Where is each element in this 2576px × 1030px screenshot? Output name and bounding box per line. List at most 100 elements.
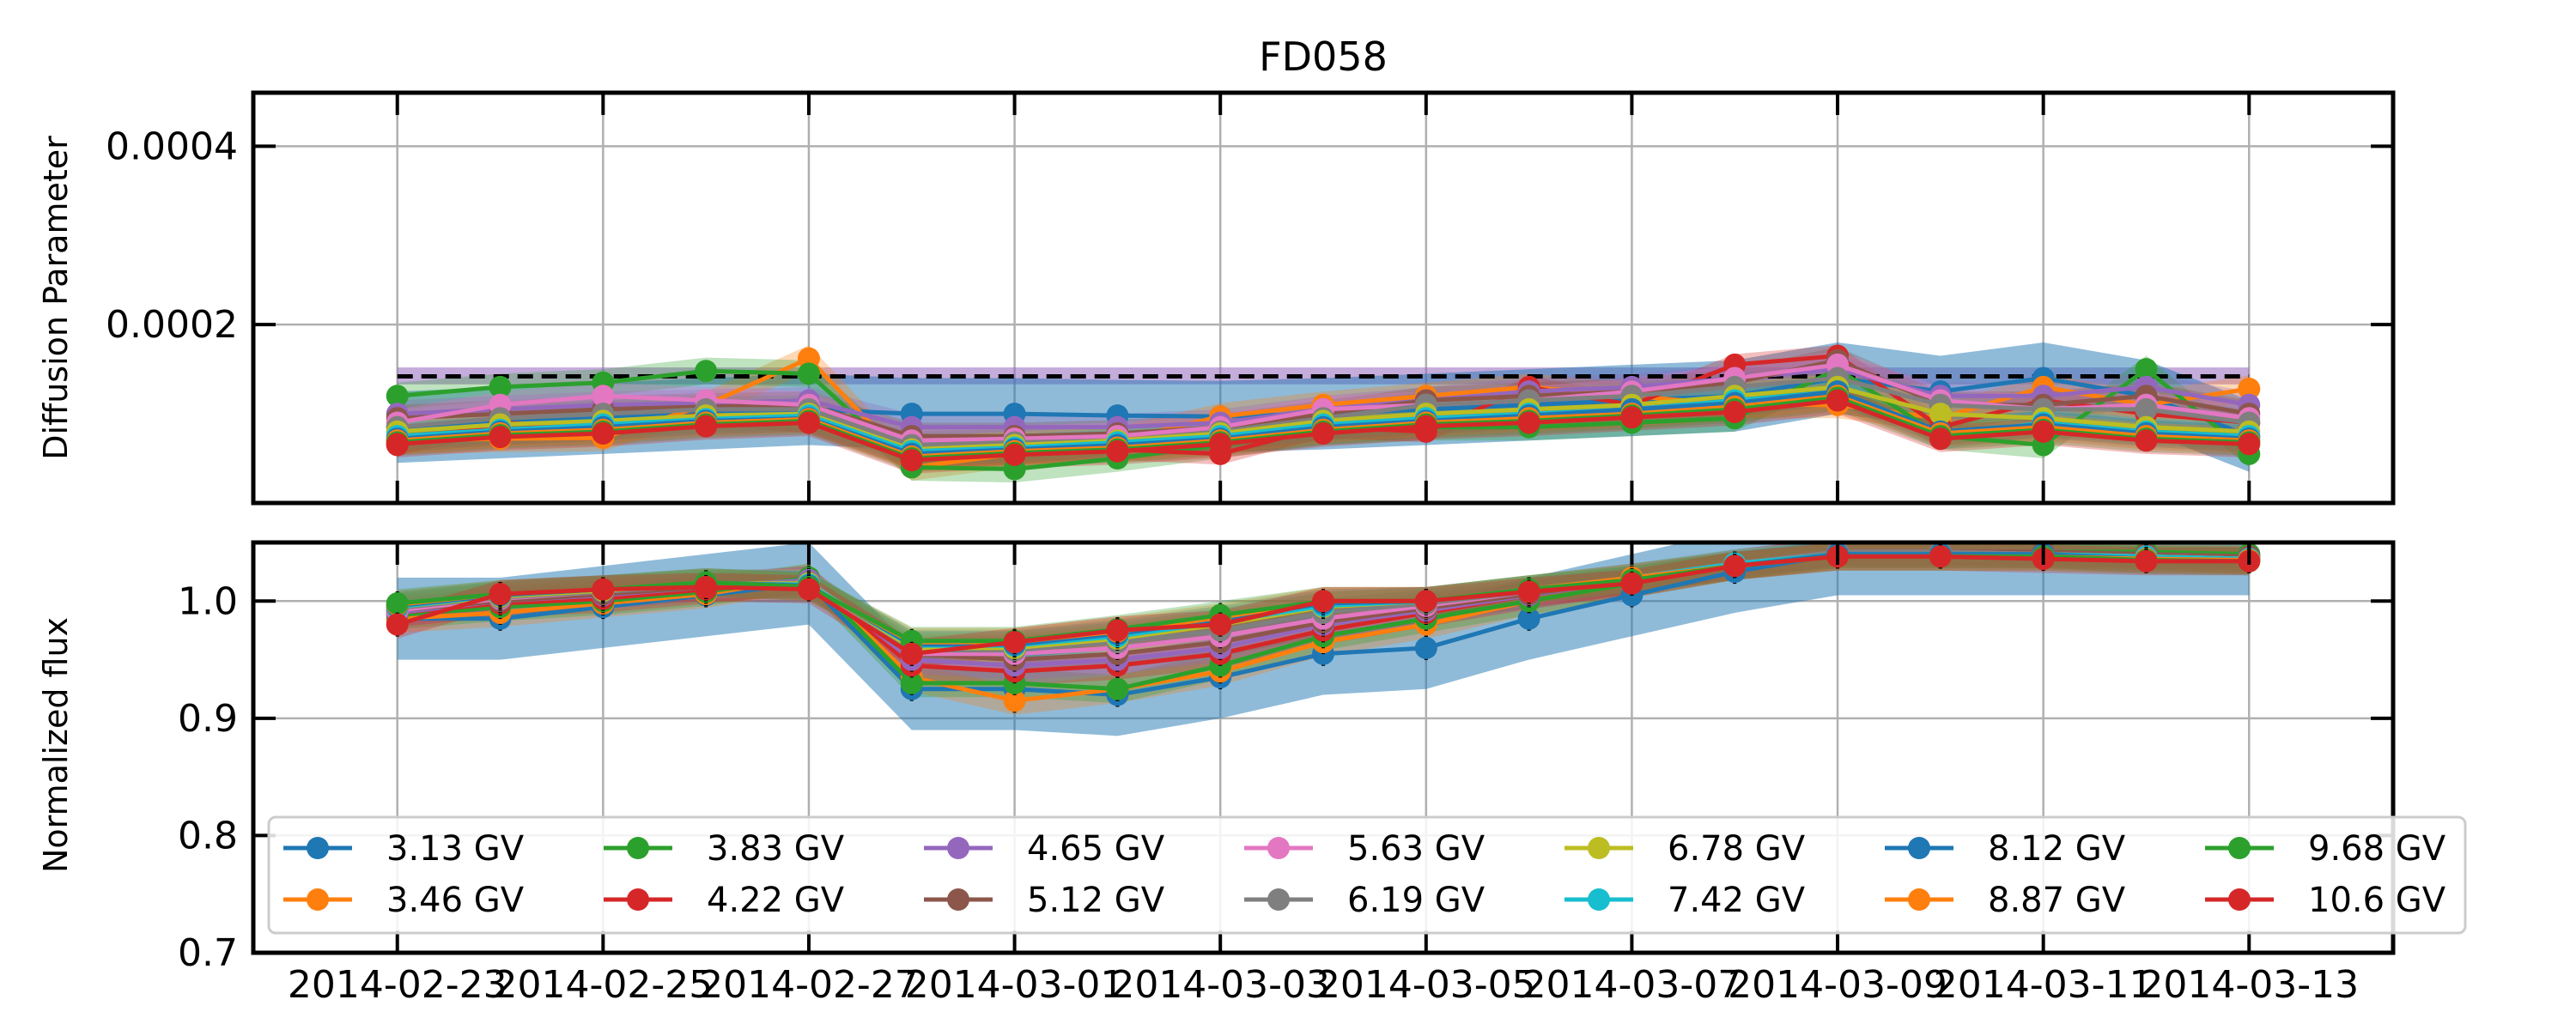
diffusion-point-10-6-GV-9 xyxy=(1312,421,1334,445)
chart-title: FD058 xyxy=(1259,33,1388,80)
x-tick-label-0: 2014-02-23 xyxy=(288,963,507,1007)
legend-label-6-78-GV: 6.78 GV xyxy=(1668,829,1806,869)
legend-marker-9-68-GV xyxy=(2228,837,2251,859)
flux-frame xyxy=(251,540,2396,955)
x-tick-label-9: 2014-03-13 xyxy=(2139,963,2359,1007)
legend-marker-4-22-GV xyxy=(627,888,649,911)
flux-y-tick-label-2: 0.9 xyxy=(178,697,238,741)
flux-point-10-6-GV-4 xyxy=(797,578,820,601)
x-tick-label-3: 2014-03-01 xyxy=(905,963,1125,1007)
flux-point-3-46-GV-6 xyxy=(1003,689,1026,712)
diffusion-frame xyxy=(251,90,2396,506)
x-tick-label-8: 2014-03-11 xyxy=(1934,963,2154,1007)
diffusion-point-10-6-GV-2 xyxy=(592,421,615,445)
flux-point-3-13-GV-11 xyxy=(1517,607,1540,630)
flux-point-10-6-GV-10 xyxy=(1414,590,1437,613)
legend-label-8-12-GV: 8.12 GV xyxy=(1988,829,2126,869)
diffusion-point-10-6-GV-16 xyxy=(2032,420,2055,443)
diffusion-point-3-46-GV-18 xyxy=(2238,377,2261,400)
legend-label-4-22-GV: 4.22 GV xyxy=(707,881,845,920)
diffusion-point-10-6-GV-13 xyxy=(1723,401,1747,424)
x-tick-label-7: 2014-03-09 xyxy=(1728,963,1947,1007)
diffusion-point-3-83-GV-0 xyxy=(386,385,409,408)
legend-marker-6-19-GV xyxy=(1267,888,1290,911)
legend-marker-8-87-GV xyxy=(1908,888,1930,911)
flux-point-10-6-GV-11 xyxy=(1517,580,1540,603)
legend-marker-3-46-GV xyxy=(307,888,329,911)
diffusion-point-10-6-GV-18 xyxy=(2238,433,2261,456)
legend-marker-5-12-GV xyxy=(947,888,969,911)
flux-point-10-6-GV-12 xyxy=(1620,572,1643,595)
legend-label-6-19-GV: 6.19 GV xyxy=(1347,881,1485,920)
diffusion-point-5-63-GV-2 xyxy=(592,385,615,408)
diffusion-point-10-6-GV-12 xyxy=(1620,406,1643,429)
diffusion-point-10-6-GV-17 xyxy=(2135,429,2158,452)
x-tick-label-2: 2014-02-27 xyxy=(699,963,919,1007)
legend-marker-3-13-GV xyxy=(307,837,329,859)
flux-point-3-13-GV-10 xyxy=(1414,636,1437,659)
legend: 3.13 GV 3.46 GV 3.83 GV 4.22 GV 4.65 GV 5.12 … xyxy=(267,815,2467,935)
diffusion-point-10-6-GV-4 xyxy=(797,411,820,434)
diffusion-point-3-83-GV-4 xyxy=(797,362,820,385)
legend-marker-10-6-GV xyxy=(2228,888,2251,911)
flux-point-10-6-GV-3 xyxy=(695,575,718,598)
x-tick-label-4: 2014-03-03 xyxy=(1110,963,1330,1007)
flux-point-10-6-GV-6 xyxy=(1003,631,1026,654)
diffusion-point-3-83-GV-17 xyxy=(2135,358,2158,381)
x-tick-label-1: 2014-02-25 xyxy=(493,963,713,1007)
flux-panel: 2014-02-232014-02-252014-02-272014-03-01… xyxy=(178,540,2396,1007)
legend-label-3-13-GV: 3.13 GV xyxy=(386,829,525,869)
legend-label-7-42-GV: 7.42 GV xyxy=(1668,881,1806,920)
legend-marker-6-78-GV xyxy=(1588,837,1610,859)
diffusion-point-10-6-GV-14 xyxy=(1826,389,1850,412)
flux-y-axis-label: Normalized flux xyxy=(37,617,75,873)
flux-point-10-6-GV-7 xyxy=(1106,619,1129,642)
flux-point-10-6-GV-9 xyxy=(1312,590,1334,613)
legend-label-3-46-GV: 3.46 GV xyxy=(386,881,525,920)
diffusion-point-10-6-GV-11 xyxy=(1517,411,1540,434)
flux-point-10-6-GV-5 xyxy=(900,642,923,665)
legend-label-5-12-GV: 5.12 GV xyxy=(1027,881,1165,920)
flux-point-9-68-GV-0 xyxy=(386,592,409,615)
diffusion-point-6-19-GV-17 xyxy=(2135,397,2158,421)
flux-point-3-83-GV-5 xyxy=(900,671,923,694)
legend-marker-3-83-GV xyxy=(627,837,649,859)
flux-point-10-6-GV-15 xyxy=(1929,545,1952,568)
flux-point-10-6-GV-0 xyxy=(386,613,409,636)
diffusion-point-10-6-GV-15 xyxy=(1929,427,1952,451)
legend-label-8-87-GV: 8.87 GV xyxy=(1988,881,2126,920)
legend-marker-5-63-GV xyxy=(1267,837,1290,859)
diffusion-point-10-6-GV-5 xyxy=(900,449,923,472)
diffusion-point-3-83-GV-1 xyxy=(489,375,512,398)
diffusion-panel: 0.0002 0.0004 xyxy=(106,90,2396,506)
legend-marker-4-65-GV xyxy=(947,837,969,859)
diffusion-point-10-6-GV-6 xyxy=(1003,443,1026,466)
diffusion-point-10-6-GV-7 xyxy=(1106,439,1129,463)
flux-y-tick-label-3: 1.0 xyxy=(178,579,238,623)
diffusion-y-tick-label-0: 0.0002 xyxy=(106,303,238,347)
legend-label-4-65-GV: 4.65 GV xyxy=(1027,829,1165,869)
legend-marker-7-42-GV xyxy=(1588,888,1610,911)
legend-label-9-68-GV: 9.68 GV xyxy=(2308,829,2446,869)
flux-point-10-6-GV-17 xyxy=(2135,549,2158,573)
legend-label-3-83-GV: 3.83 GV xyxy=(707,829,845,869)
flux-y-tick-label-1: 0.8 xyxy=(178,814,238,857)
diffusion-point-10-6-GV-0 xyxy=(386,433,409,456)
diffusion-point-10-6-GV-10 xyxy=(1414,415,1437,438)
legend-marker-8-12-GV xyxy=(1908,837,1930,859)
legend-label-10-6-GV: 10.6 GV xyxy=(2308,881,2446,920)
diffusion-point-3-83-GV-3 xyxy=(695,360,718,383)
x-tick-label-5: 2014-03-05 xyxy=(1316,963,1536,1007)
diffusion-point-10-6-GV-3 xyxy=(695,415,718,438)
flux-point-3-83-GV-7 xyxy=(1106,677,1129,700)
flux-point-10-6-GV-2 xyxy=(592,578,615,601)
flux-y-tick-label-0: 0.7 xyxy=(178,931,238,975)
flux-point-10-6-GV-8 xyxy=(1209,613,1232,636)
diffusion-point-6-78-GV-15 xyxy=(1929,403,1952,426)
diffusion-y-tick-label-1: 0.0004 xyxy=(106,124,238,168)
legend-label-5-63-GV: 5.63 GV xyxy=(1347,829,1485,869)
diffusion-point-10-6-GV-8 xyxy=(1209,433,1232,456)
diffusion-y-axis-label: Diffusion Parameter xyxy=(37,136,75,460)
diffusion-point-10-6-GV-1 xyxy=(489,426,512,449)
